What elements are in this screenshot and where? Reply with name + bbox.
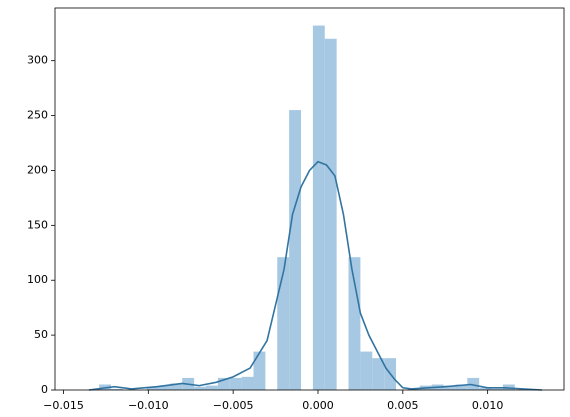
x-tick-label: −0.015 (43, 399, 84, 412)
y-tick-label: 300 (27, 54, 48, 67)
bar (372, 358, 385, 390)
bar (146, 386, 159, 390)
plot-frame (54, 7, 565, 391)
x-tick-label: −0.010 (128, 399, 169, 412)
bar (289, 110, 302, 390)
bar (312, 25, 325, 390)
kde-line (88, 160, 542, 391)
x-tick-label: 0.000 (302, 399, 334, 412)
bar (217, 377, 230, 390)
bar (479, 387, 492, 390)
x-tick-label: 0.010 (472, 399, 504, 412)
bar (206, 385, 218, 390)
bar (443, 385, 456, 390)
bar (277, 257, 290, 390)
bar (194, 386, 207, 390)
bar (360, 351, 373, 390)
bar (241, 376, 254, 390)
y-tick-label: 250 (27, 109, 48, 122)
bar (324, 38, 337, 391)
bar (348, 257, 361, 390)
bar (158, 385, 171, 390)
bar (467, 377, 480, 390)
bar (491, 388, 503, 390)
x-tick-label: 0.005 (387, 399, 419, 412)
y-tick-label: 50 (34, 328, 48, 341)
bar (229, 377, 242, 390)
bar (170, 383, 183, 390)
y-tick-label: 0 (41, 383, 48, 396)
bar (455, 384, 468, 390)
bar (253, 351, 266, 390)
y-tick-label: 150 (27, 218, 48, 231)
y-tick-label: 200 (27, 163, 48, 176)
x-tick-label: −0.005 (213, 399, 254, 412)
bar (110, 388, 123, 390)
y-tick-label: 100 (27, 273, 48, 286)
